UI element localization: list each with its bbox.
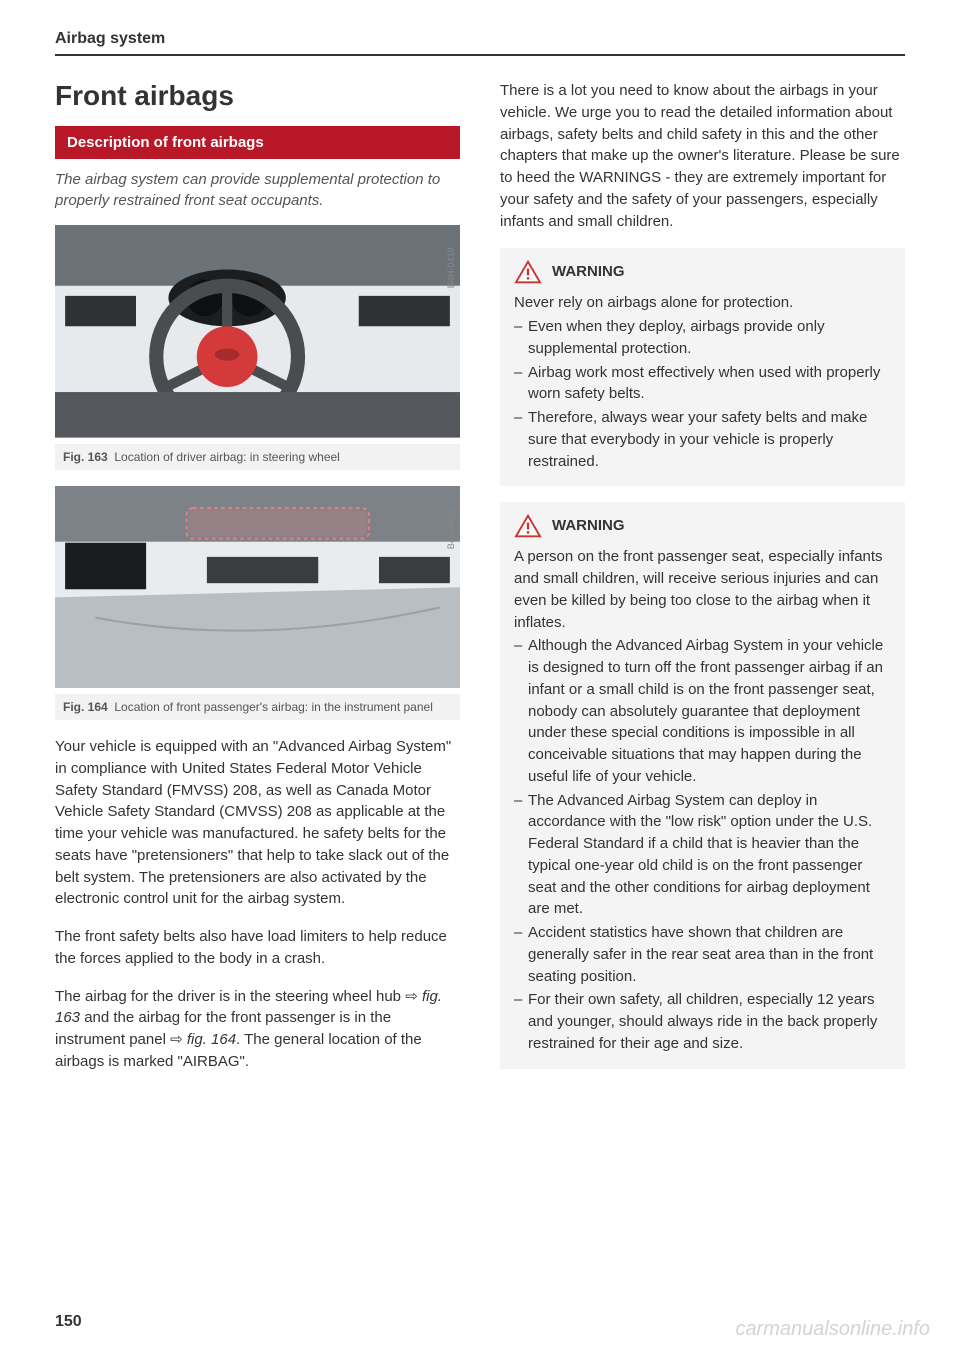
fig163-caption: Fig. 163 Location of driver airbag: in s… [55, 444, 460, 470]
page-header-title: Airbag system [55, 30, 905, 48]
section-title: Front airbags [55, 80, 460, 112]
right-column: There is a lot you need to know about th… [500, 80, 905, 1089]
para-1: Your vehicle is equipped with an "Advanc… [55, 736, 460, 910]
fig163-num: Fig. 163 [63, 450, 108, 464]
figure-163: B4H-0419 [55, 225, 460, 438]
svg-text:B4H-0419: B4H-0419 [446, 247, 456, 288]
fig164-svg: B4H-0420 [55, 486, 460, 689]
intro-italic: The airbag system can provide supplement… [55, 169, 460, 211]
warning-2-list: Although the Advanced Airbag System in y… [514, 635, 891, 1054]
figure-164: B4H-0420 [55, 486, 460, 689]
warning-1-label: WARNING [552, 261, 625, 283]
warning-icon [514, 260, 542, 284]
warning-2-lead: A person on the front passenger seat, es… [514, 546, 891, 633]
page-number: 150 [55, 1313, 82, 1331]
fig164-text: Location of front passenger's airbag: in… [114, 700, 433, 714]
para-2: The front safety belts also have load li… [55, 926, 460, 970]
fig163-text: Location of driver airbag: in steering w… [114, 450, 339, 464]
warning-2-item: For their own safety, all children, espe… [514, 989, 891, 1054]
warning-2-item: The Advanced Airbag System can deploy in… [514, 790, 891, 921]
warning-2-item: Accident statistics have shown that chil… [514, 922, 891, 987]
para-3: The airbag for the driver is in the stee… [55, 986, 460, 1073]
warning-box-1: WARNING Never rely on airbags alone for … [500, 248, 905, 486]
svg-text:B4H-0420: B4H-0420 [446, 508, 456, 549]
right-intro: There is a lot you need to know about th… [500, 80, 905, 232]
warning-2-item: Although the Advanced Airbag System in y… [514, 635, 891, 787]
fig163-svg: B4H-0419 [55, 225, 460, 438]
left-column: Front airbags Description of front airba… [55, 80, 460, 1089]
warning-1-item: Therefore, always wear your safety belts… [514, 407, 891, 472]
warning-icon [514, 514, 542, 538]
warning-1-item: Even when they deploy, airbags provide o… [514, 316, 891, 360]
subsection-red-bar: Description of front airbags [55, 126, 460, 159]
warning-1-lead: Never rely on airbags alone for protecti… [514, 292, 891, 314]
warning-box-2: WARNING A person on the front passenger … [500, 502, 905, 1068]
fig164-caption: Fig. 164 Location of front passenger's a… [55, 694, 460, 720]
fig164-num: Fig. 164 [63, 700, 108, 714]
watermark: carmanualsonline.info [735, 1318, 930, 1341]
warning-1-list: Even when they deploy, airbags provide o… [514, 316, 891, 472]
warning-2-label: WARNING [552, 515, 625, 537]
warning-1-item: Airbag work most effectively when used w… [514, 362, 891, 406]
